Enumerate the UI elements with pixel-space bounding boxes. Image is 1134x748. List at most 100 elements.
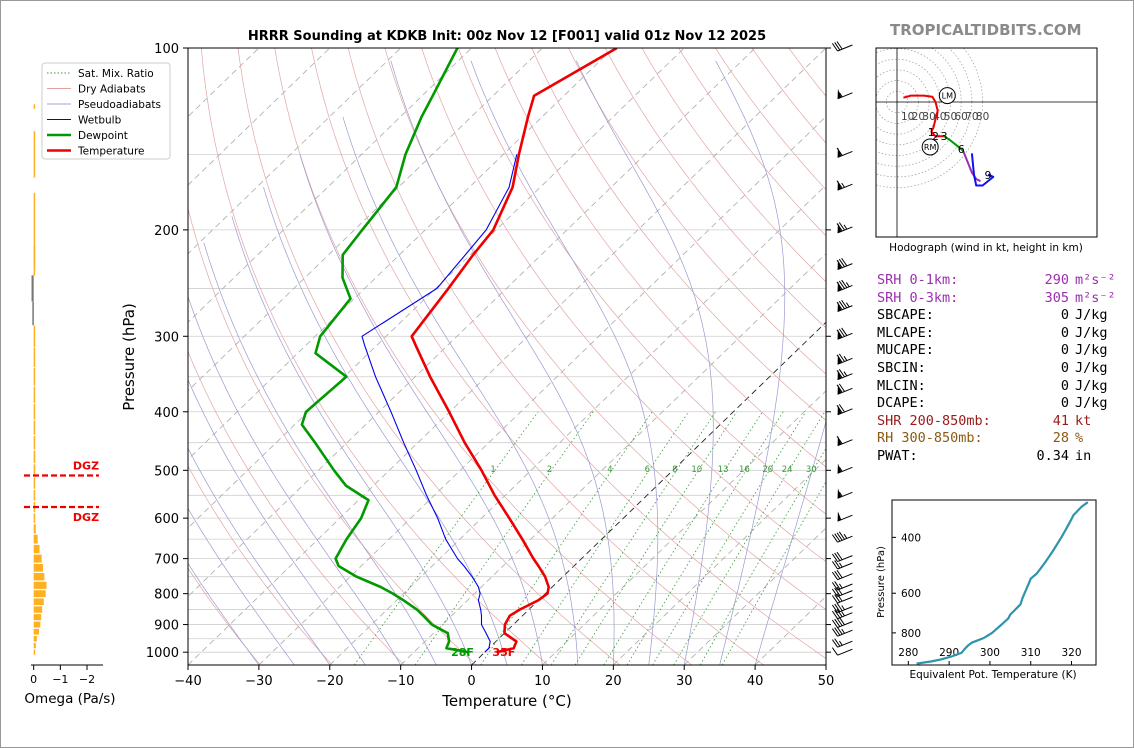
hodograph-height-label: 1 bbox=[928, 126, 935, 139]
index-label: SRH 0-1km: bbox=[877, 272, 959, 288]
omega-bar bbox=[33, 524, 36, 534]
index-label: MUCAPE: bbox=[877, 342, 934, 359]
omega-bar bbox=[33, 367, 36, 386]
series-dewpoint bbox=[300, 48, 469, 654]
mixing-ratio-label: 16 bbox=[739, 465, 750, 475]
legend-label: Dry Adiabats bbox=[78, 84, 146, 96]
wind-barb bbox=[836, 147, 853, 158]
wind-barb bbox=[836, 383, 853, 395]
theta-e-border bbox=[891, 499, 1097, 666]
mixing-ratio-line bbox=[603, 411, 763, 665]
wind-barb bbox=[831, 551, 853, 563]
mixing-ratio-line bbox=[574, 411, 738, 665]
y-tick-label: 400 bbox=[154, 406, 179, 421]
wind-barb bbox=[831, 586, 853, 598]
index-label: DCAPE: bbox=[877, 395, 926, 412]
index-value: 0.34 bbox=[1036, 447, 1069, 464]
mixing-ratio-label: 20 bbox=[762, 465, 773, 475]
dry-adiabat bbox=[274, 48, 692, 665]
pseudoadiabat bbox=[263, 187, 508, 665]
omega-bar bbox=[33, 489, 36, 501]
x-tick-label: 10 bbox=[534, 674, 551, 689]
wind-barb bbox=[831, 638, 853, 648]
omega-panel: 0 −1 −2 DGZ DGZ bbox=[24, 104, 103, 686]
mixing-ratio-label: 24 bbox=[782, 465, 793, 475]
wind-barb bbox=[831, 531, 853, 543]
index-label: MLCIN: bbox=[877, 377, 926, 394]
hodograph-height-label: 6 bbox=[958, 143, 965, 156]
isotherm-line bbox=[471, 321, 826, 665]
legend-label: Sat. Mix. Ratio bbox=[78, 68, 154, 80]
theta-e-x-tick-label: 320 bbox=[1061, 647, 1081, 659]
wind-barb bbox=[836, 279, 853, 292]
x-tick-label: 0 bbox=[467, 674, 475, 689]
index-label: MLCAPE: bbox=[877, 324, 934, 341]
omega-bar bbox=[33, 544, 40, 554]
index-unit: J/kg bbox=[1075, 359, 1108, 376]
dgz-label: DGZ bbox=[73, 460, 99, 473]
mixing-ratio-line bbox=[521, 411, 690, 665]
wind-barb bbox=[831, 569, 853, 581]
hodograph-segment bbox=[903, 94, 939, 133]
index-value: 305 bbox=[1044, 289, 1069, 306]
isotherm-line bbox=[329, 184, 826, 665]
index-label: SBCAPE: bbox=[877, 307, 934, 324]
hodograph-ring-label: 50 bbox=[944, 111, 957, 123]
mixing-ratio-label: 8 bbox=[672, 465, 677, 475]
hodograph-ring-label: 70 bbox=[965, 111, 978, 123]
hodograph-segment bbox=[930, 131, 945, 138]
wind-barb bbox=[836, 404, 853, 416]
hodograph-ring-label: 30 bbox=[922, 111, 935, 123]
dry-adiabat bbox=[188, 465, 333, 665]
pseudoadiabat bbox=[231, 216, 472, 665]
y-tick-label: 200 bbox=[154, 224, 179, 239]
wind-barb bbox=[831, 41, 853, 52]
skewt-xlabel: Temperature (°C) bbox=[441, 692, 571, 710]
hodograph-segment bbox=[962, 150, 981, 183]
hodograph-ring-label: 20 bbox=[912, 111, 925, 123]
wind-barbs bbox=[831, 41, 853, 656]
omega-bar bbox=[33, 642, 36, 649]
dry-adiabat bbox=[604, 48, 826, 329]
series-wetbulb bbox=[361, 154, 518, 653]
index-label: SBCIN: bbox=[877, 359, 926, 376]
omega-bar bbox=[33, 325, 36, 347]
isotherm-line bbox=[188, 48, 685, 529]
omega-bar bbox=[33, 104, 36, 109]
hodograph-height-label: 2 bbox=[932, 130, 939, 143]
hodograph-ring-label: 60 bbox=[955, 111, 968, 123]
omega-bar bbox=[33, 590, 46, 598]
index-label: SHR 200-850mb: bbox=[877, 412, 991, 429]
hodograph-ring-label: 80 bbox=[976, 111, 989, 123]
hodograph-segment bbox=[970, 153, 995, 187]
index-row: SRH 0-3km: 305 m²s⁻² bbox=[877, 290, 1116, 308]
index-unit: J/kg bbox=[1075, 307, 1108, 324]
index-row: SRH 0-1km: 290 m²s⁻² bbox=[877, 272, 1116, 290]
omega-bar bbox=[33, 573, 45, 581]
dry-adiabat bbox=[188, 350, 405, 665]
skewt-ylabel: Pressure (hPa) bbox=[120, 303, 138, 411]
wind-barb bbox=[836, 257, 853, 271]
isotherm-line bbox=[400, 253, 826, 665]
isotherm-line bbox=[188, 48, 543, 392]
index-unit: % bbox=[1075, 430, 1084, 447]
mixing-ratio-label: 10 bbox=[691, 465, 702, 475]
index-label: SRH 0-3km: bbox=[877, 289, 959, 306]
y-tick-label: 600 bbox=[154, 512, 179, 527]
brand-watermark: TROPICALTIDBITS.COM bbox=[890, 21, 1082, 39]
pseudoadiabat bbox=[390, 60, 615, 665]
storm-motion-marker bbox=[938, 87, 956, 105]
pseudoadiabat bbox=[715, 60, 786, 665]
skewt-axes: −40 −30 −20 −10 0 10 20 30 40 50 1000 900 800 700 600 5… bbox=[146, 42, 834, 689]
y-tick-label: 700 bbox=[154, 553, 179, 568]
storm-motion-label: LM bbox=[942, 92, 953, 101]
pseudoadiabat bbox=[188, 378, 366, 665]
omega-bar bbox=[33, 450, 36, 464]
storm-motion-label: RM bbox=[924, 143, 937, 152]
mixing-ratio-line bbox=[652, 411, 807, 665]
series-temperature bbox=[410, 48, 618, 654]
index-unit: in bbox=[1075, 447, 1092, 464]
pseudoadiabat bbox=[575, 60, 714, 665]
